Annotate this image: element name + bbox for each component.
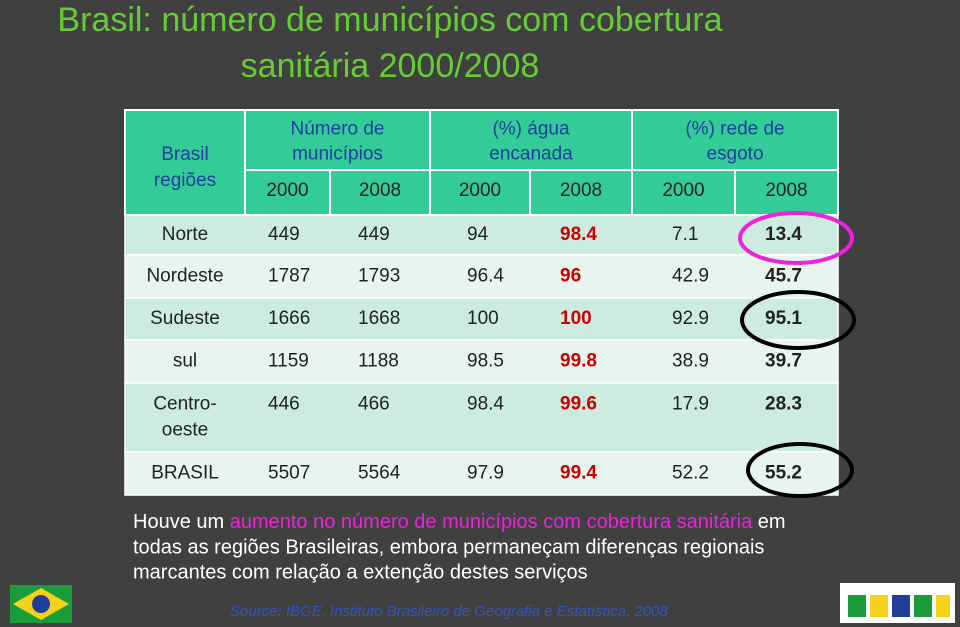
note: marcantes com relação a extenção destes … bbox=[133, 561, 588, 583]
group-header: Número de bbox=[291, 119, 385, 140]
cell-value: 99.6 bbox=[560, 394, 597, 415]
cell-value: 100 bbox=[560, 308, 592, 329]
row-label: BRASIL bbox=[151, 463, 219, 484]
title: sanitária 2000/2008 bbox=[241, 47, 540, 85]
table-row bbox=[124, 382, 839, 453]
note: Houve um aumento no número de municípios… bbox=[133, 511, 786, 533]
header-cell bbox=[734, 169, 839, 216]
table-row bbox=[124, 339, 839, 384]
table-row bbox=[124, 451, 839, 496]
source: Source: IBGE, Instituto Brasileiro de Ge… bbox=[230, 603, 668, 620]
cell-value: 42.9 bbox=[672, 266, 709, 287]
cell-value: 28.3 bbox=[765, 394, 802, 415]
cell-value: 5507 bbox=[268, 463, 310, 484]
group-header: (%) água bbox=[492, 119, 570, 140]
group-header: esgoto bbox=[706, 144, 763, 165]
government-logo bbox=[840, 583, 955, 623]
cell-value: 45.7 bbox=[765, 266, 802, 287]
note-text: Houve um bbox=[133, 511, 230, 533]
cell-value: 1666 bbox=[268, 308, 310, 329]
year-header: 2008 bbox=[560, 180, 602, 201]
cell-value: 1668 bbox=[358, 308, 400, 329]
cell-value: 1787 bbox=[268, 266, 310, 287]
brazil-flag bbox=[10, 585, 72, 623]
cell-value: 98.4 bbox=[560, 224, 597, 245]
year-header: 2008 bbox=[765, 180, 807, 201]
group-header: (%) rede de bbox=[685, 119, 784, 140]
cell-value: 52.2 bbox=[672, 463, 709, 484]
cell-value: 1793 bbox=[358, 266, 400, 287]
table-row bbox=[124, 254, 839, 299]
note-highlight: aumento no número de municípios com cobe… bbox=[230, 511, 753, 533]
cell-value: 55.2 bbox=[765, 463, 802, 484]
group-header: encanada bbox=[489, 144, 573, 165]
header-cell bbox=[244, 169, 331, 216]
cell-value: 446 bbox=[268, 394, 300, 415]
table-row bbox=[124, 214, 839, 256]
row-label: oeste bbox=[162, 420, 208, 441]
cell-value: 97.9 bbox=[467, 463, 504, 484]
note-text: em bbox=[752, 511, 785, 533]
header-cell bbox=[244, 109, 431, 171]
row-label: Centro- bbox=[153, 394, 216, 415]
highlight-ellipse bbox=[738, 211, 854, 265]
year-header: 2008 bbox=[359, 180, 401, 201]
cell-value: 17.9 bbox=[672, 394, 709, 415]
group-header: municípios bbox=[292, 144, 383, 165]
cell-value: 1159 bbox=[268, 351, 309, 372]
header-cell bbox=[631, 109, 839, 171]
cell-value: 1188 bbox=[358, 351, 399, 372]
row-label: Nordeste bbox=[146, 266, 223, 287]
corner-label: regiões bbox=[154, 170, 216, 191]
cell-value: 13.4 bbox=[765, 224, 802, 245]
corner-label: Brasil bbox=[161, 144, 209, 165]
table-row bbox=[124, 297, 839, 341]
title: Brasil: número de municípios com cobertu… bbox=[57, 1, 722, 39]
cell-value: 95.1 bbox=[765, 308, 802, 329]
highlight-ellipse bbox=[740, 290, 856, 350]
year-header: 2000 bbox=[266, 180, 308, 201]
row-label: Norte bbox=[162, 224, 208, 245]
cell-value: 39.7 bbox=[765, 351, 802, 372]
row-label: sul bbox=[173, 351, 197, 372]
header-cell bbox=[124, 109, 246, 216]
cell-value: 5564 bbox=[358, 463, 401, 484]
year-header: 2000 bbox=[662, 180, 704, 201]
cell-value: 38.9 bbox=[672, 351, 709, 372]
cell-value: 92.9 bbox=[672, 308, 709, 329]
cell-value: 98.4 bbox=[467, 394, 504, 415]
cell-value: 449 bbox=[268, 224, 300, 245]
cell-value: 98.5 bbox=[467, 351, 504, 372]
note: todas as regiões Brasileiras, embora per… bbox=[133, 536, 764, 558]
cell-value: 94 bbox=[467, 224, 489, 245]
cell-value: 99.8 bbox=[560, 351, 597, 372]
cell-value: 466 bbox=[358, 394, 390, 415]
year-header: 2000 bbox=[459, 180, 501, 201]
row-label: Sudeste bbox=[150, 308, 220, 329]
cell-value: 96.4 bbox=[467, 266, 504, 287]
cell-value: 100 bbox=[467, 308, 499, 329]
cell-value: 449 bbox=[358, 224, 390, 245]
cell-value: 99.4 bbox=[560, 463, 597, 484]
header-cell bbox=[631, 169, 736, 216]
cell-value: 7.1 bbox=[672, 224, 698, 245]
cell-value: 96 bbox=[560, 266, 581, 287]
highlight-ellipse bbox=[746, 442, 854, 498]
